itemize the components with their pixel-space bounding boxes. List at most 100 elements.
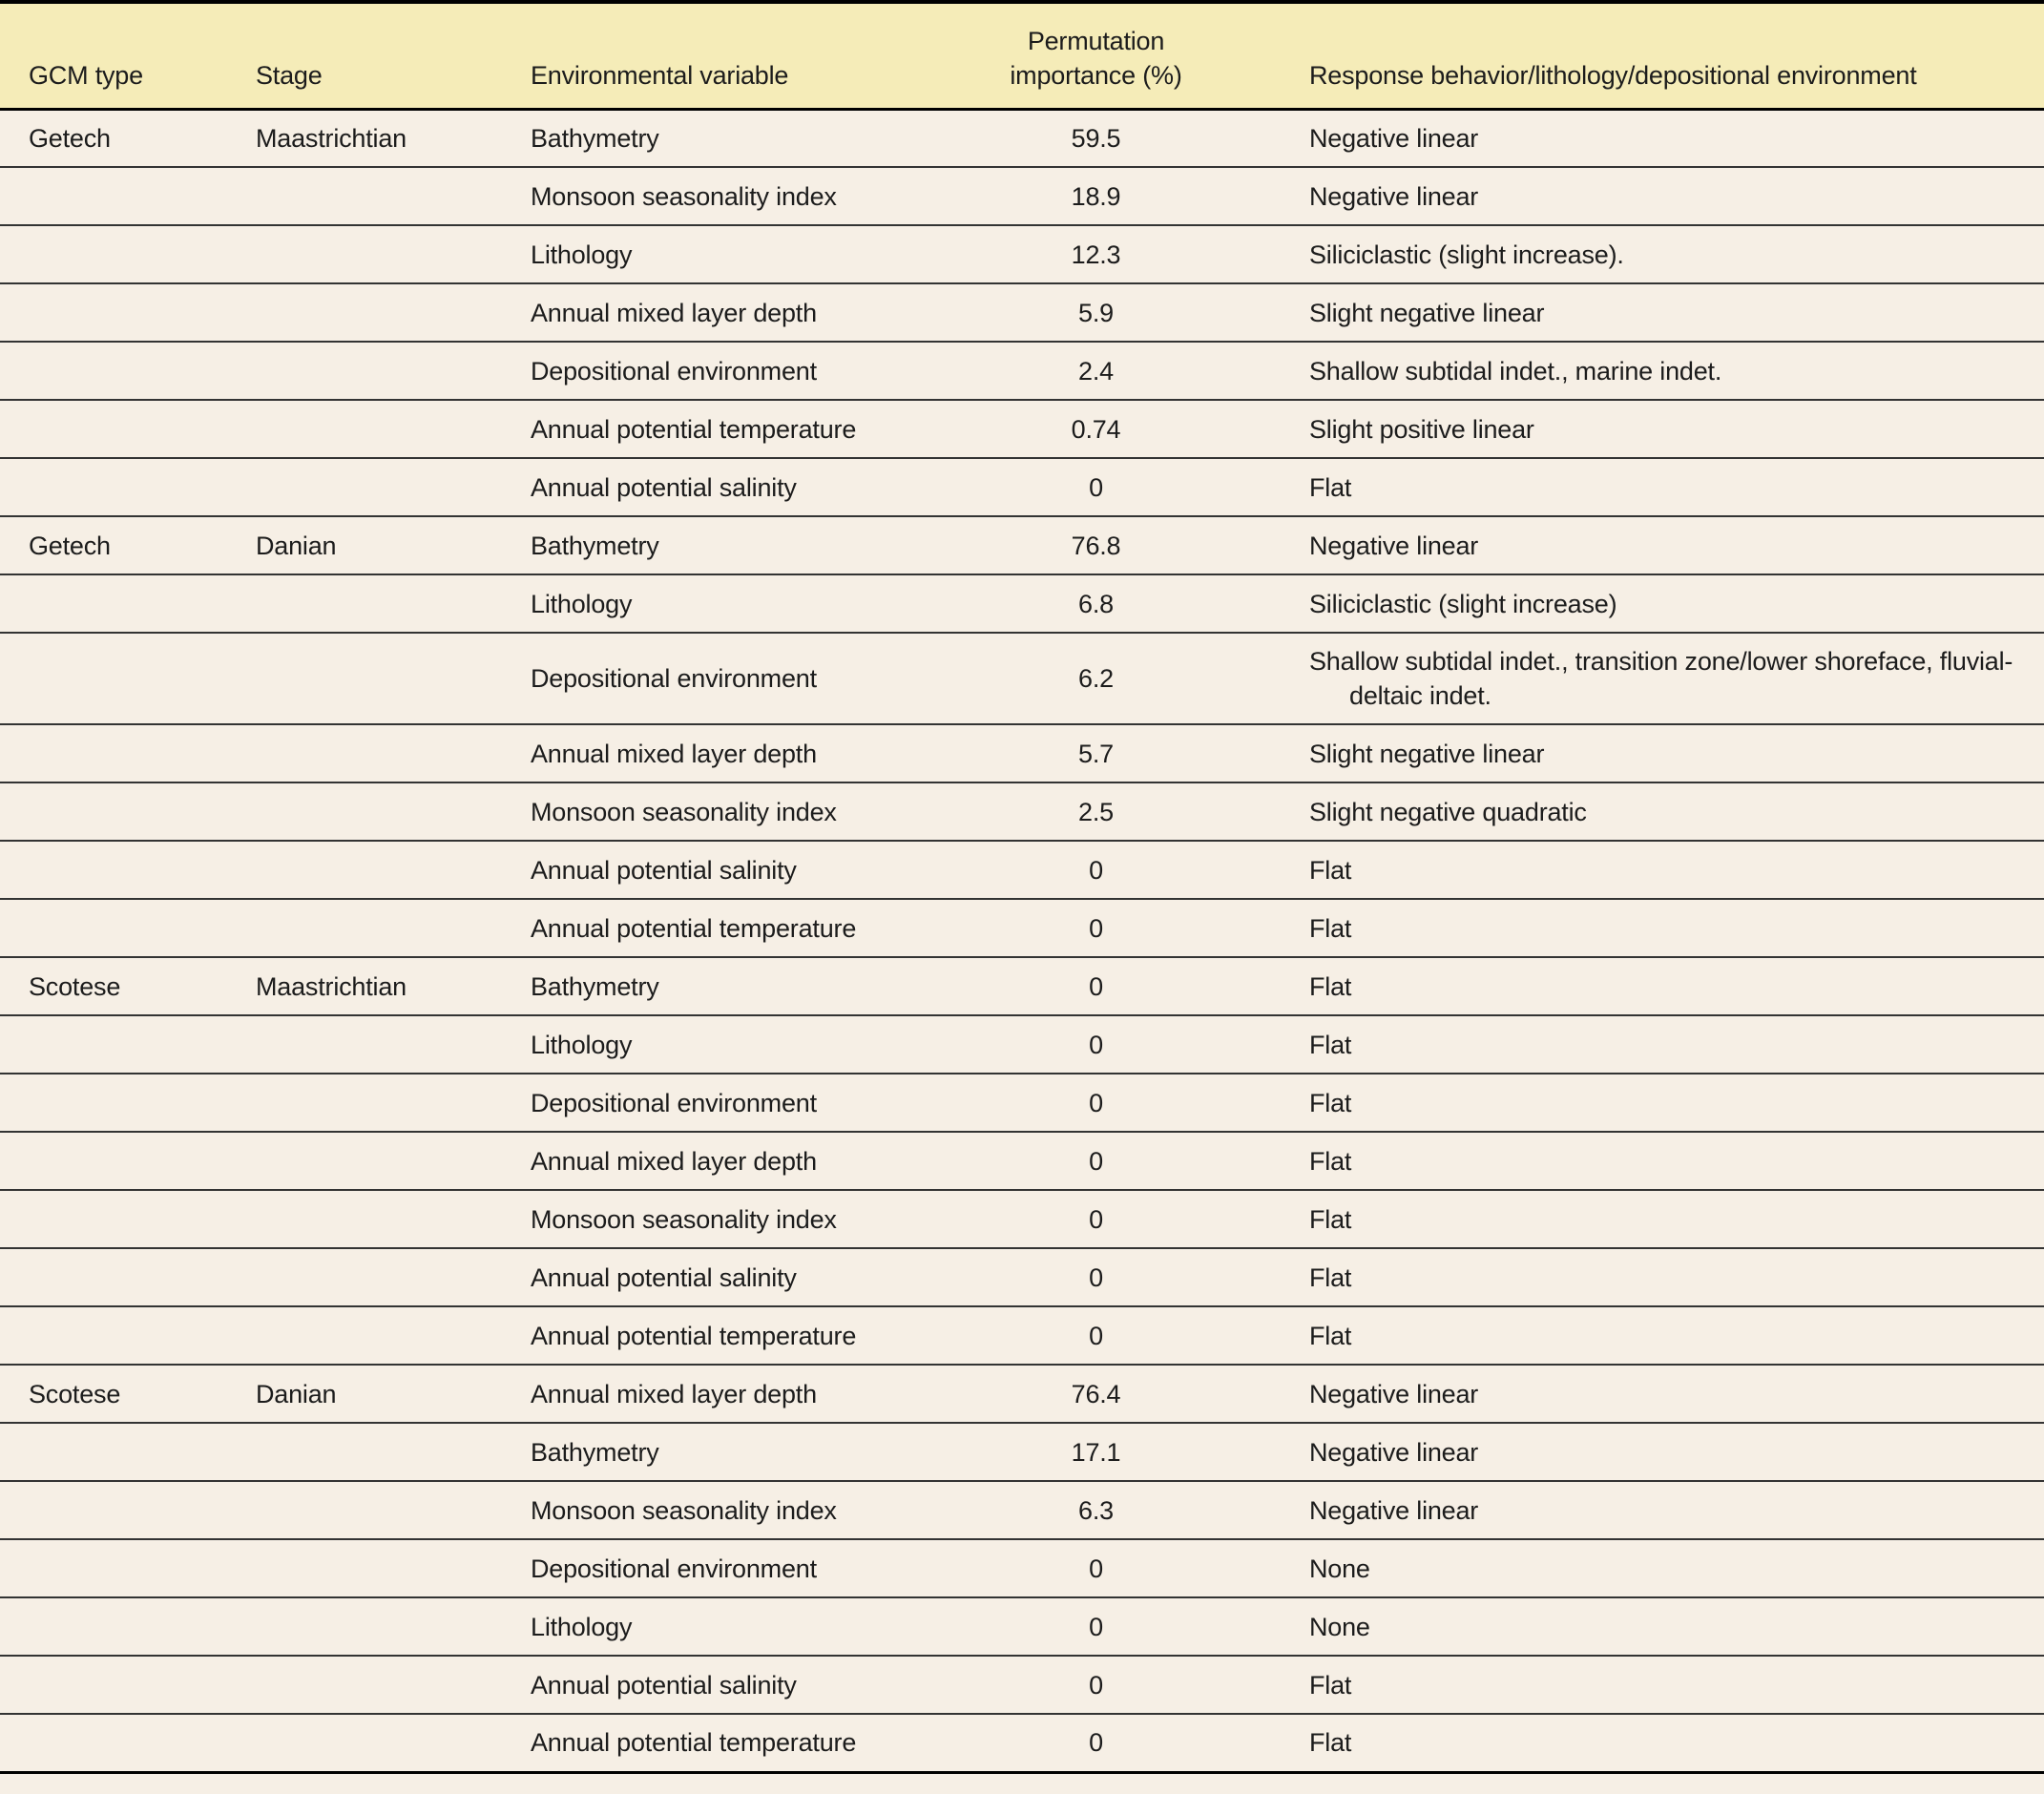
permutation-importance-cell: 2.4 bbox=[911, 342, 1281, 401]
response-behavior-cell: Slight negative linear bbox=[1281, 283, 2044, 343]
gcm-type-cell bbox=[0, 1656, 227, 1715]
environmental-variable-cell: Lithology bbox=[502, 574, 911, 634]
response-behavior-cell: Siliciclastic (slight increase). bbox=[1281, 225, 2044, 284]
table-row: Annual mixed layer depth 5.7 Slight nega… bbox=[0, 724, 2044, 783]
response-behavior-cell: Flat bbox=[1281, 1714, 2044, 1772]
stage-cell: Danian bbox=[227, 1365, 502, 1424]
environmental-variable-cell: Monsoon seasonality index bbox=[502, 782, 911, 842]
table-row: Annual mixed layer depth 0 Flat bbox=[0, 1132, 2044, 1191]
header-stage: Stage bbox=[227, 2, 502, 111]
gcm-type-cell bbox=[0, 1423, 227, 1482]
stage-cell bbox=[227, 782, 502, 842]
permutation-importance-cell: 0 bbox=[911, 841, 1281, 900]
environmental-variable-cell: Lithology bbox=[502, 225, 911, 284]
table-row: Monsoon seasonality index 6.3 Negative l… bbox=[0, 1481, 2044, 1540]
stage-cell bbox=[227, 899, 502, 958]
environmental-variable-cell: Annual mixed layer depth bbox=[502, 724, 911, 783]
stage-cell bbox=[227, 283, 502, 343]
permutation-importance-cell: 6.3 bbox=[911, 1481, 1281, 1540]
response-behavior-cell: Negative linear bbox=[1281, 109, 2044, 168]
table-row: Bathymetry 17.1 Negative linear bbox=[0, 1423, 2044, 1482]
stage-cell: Danian bbox=[227, 516, 502, 575]
response-behavior-cell: Negative linear bbox=[1281, 1365, 2044, 1424]
stage-cell bbox=[227, 458, 502, 517]
permutation-importance-cell: 0 bbox=[911, 1714, 1281, 1772]
stage-cell bbox=[227, 1656, 502, 1715]
table-row: Annual potential temperature 0 Flat bbox=[0, 1306, 2044, 1366]
gcm-type-cell bbox=[0, 1248, 227, 1307]
stage-cell bbox=[227, 1015, 502, 1074]
permutation-importance-cell: 0 bbox=[911, 899, 1281, 958]
table-row: Monsoon seasonality index 2.5 Slight neg… bbox=[0, 782, 2044, 842]
response-behavior-cell: Shallow subtidal indet., marine indet. bbox=[1281, 342, 2044, 401]
permutation-importance-cell: 0 bbox=[911, 1132, 1281, 1191]
environmental-variable-cell: Annual potential salinity bbox=[502, 458, 911, 517]
table-row: Annual potential salinity 0 Flat bbox=[0, 1656, 2044, 1715]
table-row: Depositional environment 0 None bbox=[0, 1539, 2044, 1598]
permutation-importance-cell: 6.8 bbox=[911, 574, 1281, 634]
stage-cell bbox=[227, 1248, 502, 1307]
permutation-importance-cell: 2.5 bbox=[911, 782, 1281, 842]
permutation-importance-cell: 0 bbox=[911, 1597, 1281, 1657]
stage-cell bbox=[227, 1074, 502, 1133]
gcm-type-cell bbox=[0, 1015, 227, 1074]
header-gcm-type: GCM type bbox=[0, 2, 227, 111]
permutation-importance-cell: 0.74 bbox=[911, 400, 1281, 459]
response-behavior-cell: Flat bbox=[1281, 458, 2044, 517]
permutation-importance-cell: 0 bbox=[911, 1190, 1281, 1249]
stage-cell bbox=[227, 1714, 502, 1772]
stage-cell bbox=[227, 724, 502, 783]
environmental-variable-cell: Annual potential salinity bbox=[502, 1656, 911, 1715]
response-behavior-cell: Negative linear bbox=[1281, 516, 2044, 575]
gcm-type-cell bbox=[0, 633, 227, 725]
table-row: Lithology 0 None bbox=[0, 1597, 2044, 1657]
stage-cell bbox=[227, 841, 502, 900]
gcm-type-cell bbox=[0, 458, 227, 517]
table-row: Annual potential salinity 0 Flat bbox=[0, 458, 2044, 517]
environmental-variable-cell: Depositional environment bbox=[502, 633, 911, 725]
gcm-type-cell bbox=[0, 1597, 227, 1657]
permutation-importance-cell: 76.8 bbox=[911, 516, 1281, 575]
response-behavior-cell: Flat bbox=[1281, 1248, 2044, 1307]
environmental-variable-cell: Depositional environment bbox=[502, 1074, 911, 1133]
table-row: Monsoon seasonality index 18.9 Negative … bbox=[0, 167, 2044, 226]
response-behavior-cell: Flat bbox=[1281, 1656, 2044, 1715]
stage-cell bbox=[227, 225, 502, 284]
table-body: Getech Maastrichtian Bathymetry 59.5 Neg… bbox=[0, 109, 2044, 1772]
permutation-importance-cell: 0 bbox=[911, 1539, 1281, 1598]
response-behavior-cell: Slight negative quadratic bbox=[1281, 782, 2044, 842]
gcm-type-cell bbox=[0, 1306, 227, 1366]
permutation-importance-cell: 0 bbox=[911, 1656, 1281, 1715]
permutation-importance-cell: 17.1 bbox=[911, 1423, 1281, 1482]
response-behavior-cell: Flat bbox=[1281, 1015, 2044, 1074]
gcm-type-cell bbox=[0, 1714, 227, 1772]
gcm-type-cell bbox=[0, 899, 227, 958]
environmental-variable-cell: Monsoon seasonality index bbox=[502, 1190, 911, 1249]
response-behavior-cell: Negative linear bbox=[1281, 167, 2044, 226]
header-environmental-variable: Environmental variable bbox=[502, 2, 911, 111]
response-behavior-cell: Negative linear bbox=[1281, 1423, 2044, 1482]
stage-cell bbox=[227, 633, 502, 725]
environmental-variable-cell: Bathymetry bbox=[502, 957, 911, 1016]
table-row: Annual potential salinity 0 Flat bbox=[0, 841, 2044, 900]
stage-cell bbox=[227, 1597, 502, 1657]
permutation-importance-cell: 0 bbox=[911, 1074, 1281, 1133]
stage-cell: Maastrichtian bbox=[227, 957, 502, 1016]
permutation-importance-cell: 76.4 bbox=[911, 1365, 1281, 1424]
environmental-variable-cell: Depositional environment bbox=[502, 1539, 911, 1598]
environmental-variable-cell: Annual mixed layer depth bbox=[502, 1132, 911, 1191]
environmental-variable-cell: Annual mixed layer depth bbox=[502, 1365, 911, 1424]
environmental-variable-cell: Annual potential salinity bbox=[502, 841, 911, 900]
response-behavior-cell: None bbox=[1281, 1539, 2044, 1598]
permutation-importance-cell: 18.9 bbox=[911, 167, 1281, 226]
permutation-importance-cell: 0 bbox=[911, 1248, 1281, 1307]
header-row: GCM type Stage Environmental variable Pe… bbox=[0, 2, 2044, 111]
environmental-variable-cell: Lithology bbox=[502, 1597, 911, 1657]
response-behavior-cell: Flat bbox=[1281, 1074, 2044, 1133]
gcm-type-cell: Scotese bbox=[0, 1365, 227, 1424]
environmental-variable-cell: Annual mixed layer depth bbox=[502, 283, 911, 343]
gcm-type-cell bbox=[0, 724, 227, 783]
permutation-importance-cell: 0 bbox=[911, 458, 1281, 517]
header-response-behavior: Response behavior/lithology/depositional… bbox=[1281, 2, 2044, 111]
gcm-type-cell bbox=[0, 283, 227, 343]
